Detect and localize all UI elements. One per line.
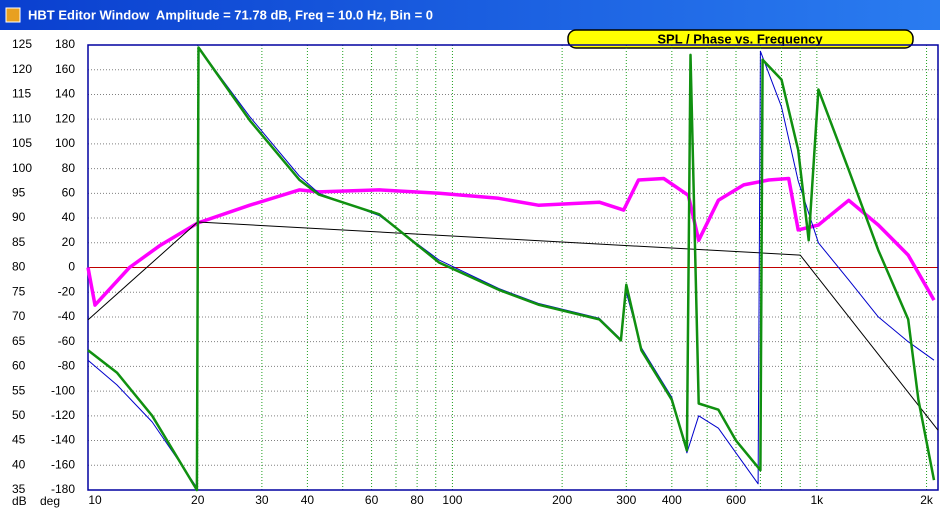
y2-tick-label: -60 [58, 334, 76, 348]
y-tick-label: 85 [12, 235, 26, 249]
x-tick-label: 400 [662, 493, 682, 507]
y2-tick-label: -120 [51, 408, 75, 422]
y2-tick-label: 40 [62, 210, 76, 224]
y-axis-label: dB [12, 494, 27, 508]
x-tick-label: 20 [191, 493, 205, 507]
y-tick-label: 90 [12, 210, 26, 224]
chart-title-box [567, 29, 914, 49]
y-tick-label: 95 [12, 186, 26, 200]
y2-tick-label: 20 [62, 235, 76, 249]
y2-tick-label: -160 [51, 457, 75, 471]
x-tick-label: 80 [410, 493, 424, 507]
y2-tick-label: 60 [62, 186, 76, 200]
y2-tick-label: 180 [55, 37, 75, 51]
x-tick-label: 1k [811, 493, 825, 507]
series-line [87, 46, 936, 492]
y2-tick-label: 100 [55, 136, 75, 150]
y-tick-label: 55 [12, 383, 26, 397]
x-tick-label: 60 [365, 493, 379, 507]
y-tick-label: 70 [12, 309, 26, 323]
x-tick-label: 30 [255, 493, 269, 507]
window-icon [5, 7, 21, 23]
y2-tick-label: 0 [68, 260, 75, 274]
y-tick-label: 110 [12, 111, 31, 125]
y-tick-label: 45 [12, 433, 26, 447]
x-tick-label: 2k [920, 493, 934, 507]
y-tick-label: 115 [12, 87, 31, 101]
y-tick-label: 65 [12, 334, 26, 348]
x-tick-label: 100 [442, 493, 462, 507]
title-bar [0, 0, 940, 30]
y2-tick-label: -180 [51, 482, 75, 496]
y2-tick-label: -40 [58, 309, 76, 323]
y-tick-label: 105 [12, 136, 32, 150]
y-tick-label: 35 [12, 482, 26, 496]
y2-tick-label: -140 [51, 433, 75, 447]
y2-tick-label: 120 [55, 111, 75, 125]
y2-tick-label: 80 [62, 161, 76, 175]
y-tick-label: 120 [12, 62, 32, 76]
x-tick-label: 600 [726, 493, 746, 507]
y2-tick-label: -20 [58, 284, 76, 298]
y-tick-label: 75 [12, 284, 26, 298]
y2-tick-label: -80 [58, 359, 76, 373]
x-tick-label: 10 [88, 493, 102, 507]
y-tick-label: 60 [12, 359, 26, 373]
y-tick-label: 125 [12, 37, 32, 51]
y-tick-label: 100 [12, 161, 32, 175]
y2-tick-label: 160 [55, 62, 75, 76]
y2-tick-label: 140 [55, 87, 75, 101]
x-tick-label: 40 [301, 493, 315, 507]
series-line [87, 221, 939, 431]
y-tick-label: 80 [12, 260, 26, 274]
series-line [86, 176, 936, 307]
y2-axis-label: deg [40, 494, 60, 508]
x-tick-label: 200 [552, 493, 572, 507]
chart-title: SPL / Phase vs. Frequency [657, 31, 823, 46]
x-tick-label: 300 [616, 493, 636, 507]
y-tick-label: 40 [12, 457, 26, 471]
window-title: HBT Editor Window Amplitude = 71.78 dB, … [28, 7, 433, 22]
y-tick-label: 50 [12, 408, 26, 422]
y2-tick-label: -100 [51, 383, 75, 397]
